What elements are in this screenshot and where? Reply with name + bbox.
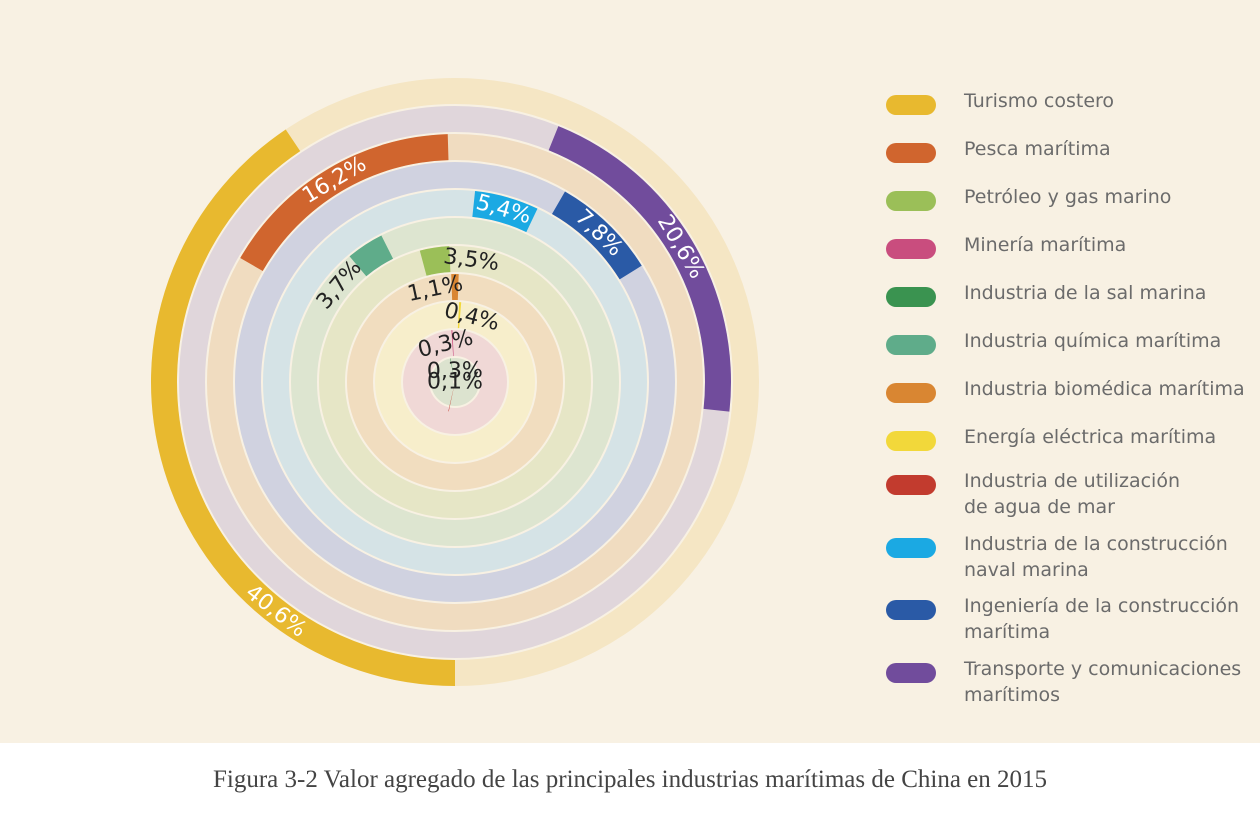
legend-swatch	[886, 287, 936, 307]
legend-item: Turismo costero	[886, 88, 1114, 115]
legend-item: Petróleo y gas marino	[886, 184, 1171, 211]
legend-swatch	[886, 95, 936, 115]
ring-track-pesca-maritima	[207, 134, 703, 630]
legend-item: Pesca marítima	[886, 136, 1111, 163]
legend-item: Ingeniería de la construcción marítima	[886, 593, 1239, 645]
legend-swatch	[886, 663, 936, 683]
ring-track-energia-electrica-maritima	[375, 302, 535, 462]
arc-petroleo-y-gas-marino	[419, 246, 451, 276]
legend-label: Energía eléctrica marítima	[964, 426, 1217, 448]
legend-label: Industria química marítima	[964, 330, 1222, 352]
legend-item: Industria de la construcción naval marin…	[886, 531, 1228, 583]
legend-label: Industria de la construcción naval marin…	[964, 533, 1228, 581]
arc-pesca-maritima	[240, 134, 449, 271]
legend-swatch	[886, 475, 936, 495]
arc-ingenieria-de-la-construccion-maritima	[552, 191, 642, 280]
ring-track-industria-de-la-sal-marina	[431, 358, 479, 406]
legend-item: Industria química marítima	[886, 328, 1221, 355]
arc-turismo-costero	[150, 129, 455, 686]
legend-swatch	[886, 538, 936, 558]
ring-track-petroleo-y-gas-marino	[319, 246, 591, 518]
legend-swatch	[886, 431, 936, 451]
arc-industria-de-la-sal-marina	[450, 358, 456, 384]
legend-item: Minería marítima	[886, 232, 1126, 259]
legend-item: Industria de utilización de agua de mar	[886, 468, 1180, 520]
figure-caption: Figura 3-2 Valor agregado de las princip…	[212, 766, 1048, 793]
legend-item: Industria de la sal marina	[886, 280, 1206, 307]
arc-industria-de-la-construccion-naval-marina	[472, 191, 538, 233]
arc-industria-biomedica-maritima	[451, 274, 459, 301]
value-label-industria-de-utilizacion-de-agua-de-mar: 0,1%	[427, 370, 483, 395]
legend-swatch	[886, 191, 936, 211]
legend-label: Industria biomédica marítima	[964, 378, 1245, 400]
arc-energia-electrica-maritima	[457, 302, 462, 329]
legend-label: Turismo costero	[964, 90, 1115, 112]
legend-swatch	[886, 239, 936, 259]
ring-track-ingenieria-de-la-construccion-maritima	[235, 162, 675, 602]
legend-label: Industria de utilización de agua de mar	[964, 470, 1180, 518]
arc-industria-quimica-maritima	[349, 235, 394, 277]
legend-label: Petróleo y gas marino	[964, 186, 1172, 208]
arc-mineria-maritima	[451, 330, 454, 357]
ring-track-mineria-maritima	[403, 330, 507, 434]
legend-label: Transporte y comunicaciones marítimos	[964, 658, 1242, 706]
legend-label: Industria de la sal marina	[964, 282, 1207, 304]
radial-bar-chart: 40,6%20,6%16,2%7,8%5,4%3,7% 3,5%1,1%0,4%0…	[150, 78, 759, 686]
legend-label: Ingeniería de la construcción marítima	[964, 595, 1240, 643]
ring-tracks	[151, 78, 759, 686]
legend-swatch	[886, 383, 936, 403]
legend-swatch	[886, 335, 936, 355]
legend-item: Industria biomédica marítima	[886, 376, 1245, 403]
arc-transporte-y-comunicaciones-maritimos	[548, 126, 731, 412]
legend-item: Energía eléctrica marítima	[886, 424, 1216, 451]
ring-track-industria-quimica-maritima	[291, 218, 619, 546]
legend-label: Minería marítima	[964, 234, 1127, 256]
legend-swatch	[886, 600, 936, 620]
legend-swatch	[886, 143, 936, 163]
ring-track-industria-de-la-construccion-naval-marina	[263, 190, 647, 574]
arc-industria-de-utilizacion-de-agua-de-mar	[448, 385, 455, 412]
legend-item: Transporte y comunicaciones marítimos	[886, 656, 1241, 708]
value-arcs	[150, 126, 731, 686]
legend-label: Pesca marítima	[964, 138, 1111, 160]
value-label-industria-de-la-sal-marina: 0,3%	[427, 358, 483, 384]
